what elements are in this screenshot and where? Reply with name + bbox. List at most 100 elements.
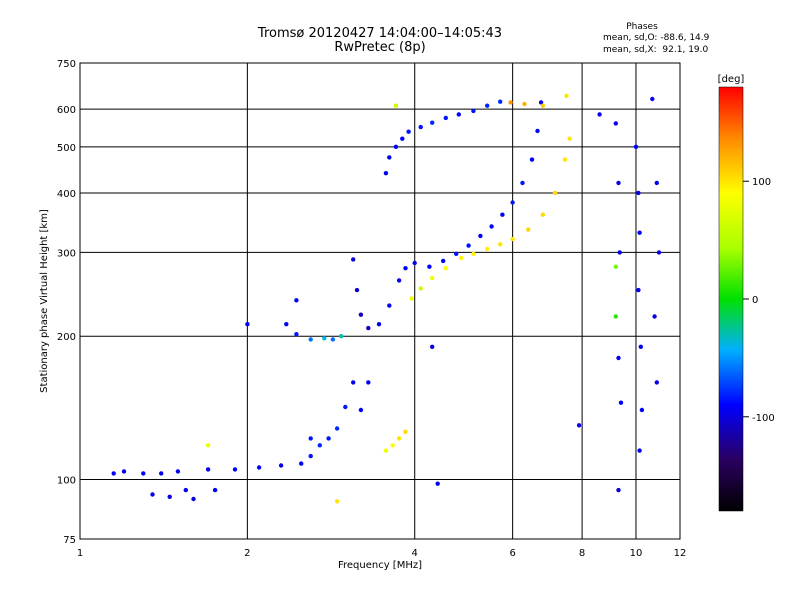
data-point <box>576 423 582 428</box>
data-point <box>430 275 435 281</box>
data-point <box>656 250 662 255</box>
data-point <box>393 144 399 149</box>
data-point <box>121 469 127 474</box>
data-point <box>430 344 435 349</box>
x-tick-label: 2 <box>244 548 250 559</box>
data-point <box>636 287 641 293</box>
data-point <box>633 144 639 149</box>
data-point <box>317 443 322 448</box>
data-point <box>435 481 440 486</box>
data-point <box>443 266 448 271</box>
data-point <box>616 355 621 361</box>
data-point <box>552 190 558 196</box>
data-point <box>500 212 505 217</box>
data-point <box>159 471 164 476</box>
data-point <box>256 465 262 470</box>
colorbar <box>719 87 743 511</box>
data-point <box>510 236 515 242</box>
chart-subtitle: RwPretec (8p) <box>334 40 426 55</box>
data-point <box>613 314 618 319</box>
data-point <box>485 246 490 252</box>
data-point <box>498 99 503 104</box>
data-point <box>418 124 423 130</box>
data-point <box>466 243 471 248</box>
chart-title: Tromsø 20120427 14:04:00–14:05:43 <box>257 26 503 41</box>
data-point <box>618 400 624 405</box>
data-point <box>366 380 371 385</box>
colorbar-tick-label: 100 <box>752 177 771 188</box>
data-point <box>636 190 641 196</box>
data-point <box>637 230 642 235</box>
data-point <box>400 136 405 141</box>
data-point <box>616 180 621 186</box>
data-point <box>111 471 116 476</box>
data-point <box>535 128 540 134</box>
data-point <box>387 155 392 160</box>
data-point <box>522 101 527 107</box>
data-point <box>330 337 336 342</box>
data-point <box>351 380 356 385</box>
data-point <box>245 322 250 327</box>
x-tick-label: 10 <box>630 548 643 559</box>
data-point <box>454 251 459 256</box>
grid-lines <box>80 63 680 539</box>
data-point <box>418 286 423 291</box>
data-point <box>167 494 172 499</box>
data-point <box>358 407 364 413</box>
data-point <box>322 336 327 341</box>
data-point <box>441 258 446 264</box>
data-point <box>406 129 411 134</box>
y-tick-label: 300 <box>57 248 76 259</box>
data-point <box>409 296 414 301</box>
data-point <box>485 103 490 108</box>
data-point <box>654 380 659 385</box>
data-point <box>183 487 188 493</box>
data-point <box>141 471 146 476</box>
data-point <box>205 467 211 472</box>
plot-frame <box>79 62 681 540</box>
data-point <box>637 448 642 453</box>
x-axis-ticks: 1 2 4 6 8 10 12 <box>77 548 687 559</box>
data-point <box>430 120 435 125</box>
data-point <box>459 255 464 261</box>
colorbar-tick-label: 0 <box>752 295 758 306</box>
data-point <box>366 325 371 331</box>
data-point <box>334 499 340 504</box>
phases-stats-x: mean, sd,X: 92.1, 19.0 <box>603 45 709 55</box>
data-point <box>510 200 515 205</box>
data-point <box>205 443 211 448</box>
y-tick-label: 100 <box>57 476 76 487</box>
data-point <box>393 103 399 108</box>
data-point <box>150 492 155 497</box>
data-point <box>508 100 513 105</box>
data-point <box>562 157 568 162</box>
data-point <box>396 278 402 283</box>
data-point <box>427 264 432 269</box>
y-axis-ticks: 75 100 200 300 400 500 600 750 <box>57 59 76 546</box>
data-point <box>326 436 331 441</box>
x-tick-label: 12 <box>674 548 687 559</box>
data-point <box>232 467 238 472</box>
data-point <box>564 93 569 99</box>
y-tick-label: 750 <box>57 59 76 70</box>
y-tick-label: 400 <box>57 189 76 200</box>
data-point <box>351 257 356 262</box>
data-point <box>597 112 602 117</box>
y-tick-label: 75 <box>63 535 76 546</box>
data-point <box>638 344 643 349</box>
x-tick-label: 1 <box>77 548 83 559</box>
data-point <box>498 242 503 247</box>
data-point <box>650 96 655 102</box>
data-point <box>175 469 181 474</box>
data-point <box>191 496 196 502</box>
colorbar-ticks: -100 0 100 <box>743 177 775 424</box>
colorbar-label: [deg] <box>718 74 745 85</box>
data-point <box>390 443 395 448</box>
data-point <box>567 136 572 141</box>
data-point <box>376 322 382 327</box>
data-point <box>613 264 618 269</box>
y-tick-label: 200 <box>57 332 76 343</box>
data-point <box>339 334 344 339</box>
y-axis-label: Stationary phase Virtual Height [km] <box>39 209 50 393</box>
